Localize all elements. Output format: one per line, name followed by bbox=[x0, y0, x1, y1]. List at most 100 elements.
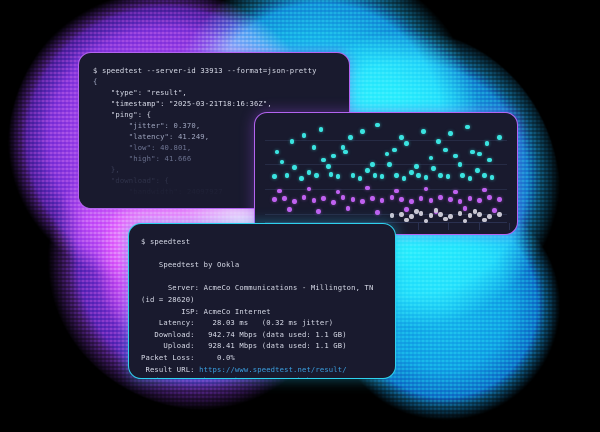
chart-dot-download bbox=[321, 157, 326, 163]
chart-dot-download bbox=[457, 161, 463, 167]
chart-gridline bbox=[265, 213, 507, 215]
chart-dot-download bbox=[372, 173, 378, 178]
result-terminal-window[interactable]: $ speedtest Speedtest by Ookla Server: A… bbox=[128, 223, 396, 379]
chart-dot-upload bbox=[448, 196, 453, 202]
chart-dot-ping bbox=[462, 218, 468, 224]
json-command-text: speedtest --server-id 33913 --format=jso… bbox=[101, 66, 317, 75]
chart-dot-upload bbox=[496, 196, 502, 202]
chart-dot-download bbox=[384, 151, 390, 157]
json-line-4: "jitter": 0.370, bbox=[93, 121, 201, 130]
chart-dot-download bbox=[331, 153, 336, 159]
chart-dot-upload bbox=[277, 188, 282, 194]
chart-dot-download bbox=[394, 173, 400, 178]
chart-dot-upload bbox=[457, 199, 463, 204]
chart-dot-ping bbox=[472, 209, 478, 214]
chart-dot-ping bbox=[433, 208, 439, 213]
chart-dot-download bbox=[313, 173, 319, 178]
result-url-link[interactable]: https://www.speedtest.net/result/ bbox=[199, 364, 347, 374]
chart-dot-upload bbox=[409, 199, 414, 204]
chart-dot-upload bbox=[404, 207, 409, 212]
chart-dot-download bbox=[474, 168, 480, 173]
speedtest-dot-chart bbox=[255, 113, 517, 234]
chart-dot-ping bbox=[389, 213, 395, 219]
result-url-label: Result URL: bbox=[141, 364, 200, 374]
chart-dot-download bbox=[365, 168, 370, 173]
chart-dot-download bbox=[374, 122, 380, 128]
chart-x-tick bbox=[509, 223, 510, 230]
chart-dot-upload bbox=[350, 196, 356, 202]
json-line-2: "timestamp": "2025-03-21T18:16:36Z", bbox=[93, 99, 272, 108]
chart-dot-download bbox=[274, 149, 280, 155]
chart-dot-download bbox=[360, 129, 365, 134]
chart-dot-upload bbox=[335, 189, 341, 195]
chart-dot-upload bbox=[492, 208, 497, 213]
chart-dot-download bbox=[453, 153, 458, 159]
chart-dot-download bbox=[401, 176, 407, 181]
chart-dot-download bbox=[435, 139, 441, 144]
chart-dot-upload bbox=[394, 188, 400, 194]
chart-dot-download bbox=[423, 175, 429, 180]
chart-dot-download bbox=[416, 173, 421, 178]
chart-dot-ping bbox=[438, 212, 443, 218]
chart-dot-ping bbox=[418, 211, 424, 216]
chart-dot-ping bbox=[467, 213, 473, 219]
chart-terminal-window[interactable] bbox=[254, 112, 518, 235]
chart-dot-upload bbox=[370, 195, 375, 201]
chart-dot-upload bbox=[316, 209, 321, 214]
chart-dot-upload bbox=[360, 199, 365, 204]
chart-dot-ping bbox=[399, 212, 404, 218]
chart-dot-ping bbox=[413, 209, 419, 214]
json-line-6: "low": 40.801, bbox=[93, 143, 192, 152]
chart-dot-upload bbox=[428, 198, 434, 203]
chart-x-tick bbox=[478, 223, 480, 230]
chart-dot-download bbox=[496, 135, 502, 140]
chart-dot-download bbox=[409, 170, 414, 175]
chart-dot-download bbox=[470, 149, 475, 155]
chart-dot-download bbox=[272, 174, 278, 179]
chart-dot-upload bbox=[321, 195, 326, 201]
chart-dot-download bbox=[448, 131, 453, 136]
chart-dot-download bbox=[465, 124, 470, 130]
chart-dot-upload bbox=[345, 206, 351, 211]
chart-dot-download bbox=[335, 174, 341, 179]
chart-dot-download bbox=[289, 139, 295, 144]
chart-dot-upload bbox=[462, 206, 468, 211]
chart-dot-download bbox=[445, 174, 451, 179]
chart-dot-download bbox=[484, 141, 490, 146]
chart-dot-upload bbox=[374, 210, 380, 215]
chart-dot-upload bbox=[287, 207, 292, 212]
result-url-link-cont[interactable]: c/2d74ee56-a79b-4469-ba21-0cecc92c8bcb bbox=[141, 376, 311, 378]
chart-dot-download bbox=[387, 161, 392, 167]
chart-dot-ping bbox=[496, 212, 502, 218]
chart-dot-upload bbox=[477, 198, 482, 203]
chart-dot-download bbox=[326, 164, 331, 169]
chart-dot-download bbox=[443, 147, 448, 153]
result-text-block: $ speedtest Speedtest by Ookla Server: A… bbox=[141, 237, 374, 362]
chart-gridline bbox=[265, 164, 507, 166]
chart-gridline bbox=[265, 188, 507, 190]
chart-dot-download bbox=[392, 147, 397, 153]
json-line-3: "ping": { bbox=[93, 110, 152, 119]
chart-dot-download bbox=[438, 173, 443, 178]
json-line-1: "type": "result", bbox=[93, 88, 187, 97]
chart-dot-ping bbox=[423, 218, 429, 224]
chart-x-tick bbox=[448, 223, 449, 230]
chart-dot-download bbox=[348, 135, 353, 140]
chart-x-axis bbox=[265, 222, 507, 223]
chart-dot-download bbox=[318, 126, 324, 132]
chart-dot-download bbox=[413, 164, 419, 169]
chart-dot-upload bbox=[365, 185, 370, 191]
chart-dot-ping bbox=[477, 212, 482, 218]
chart-dot-download bbox=[350, 173, 356, 178]
chart-dot-upload bbox=[340, 194, 346, 200]
chart-dot-ping bbox=[404, 217, 409, 223]
chart-dot-upload bbox=[438, 194, 443, 200]
chart-dot-ping bbox=[409, 214, 414, 220]
chart-dot-download bbox=[311, 145, 317, 151]
chart-dot-upload bbox=[423, 186, 429, 192]
chart-dot-download bbox=[370, 161, 375, 167]
chart-gridline bbox=[265, 139, 507, 141]
chart-dot-download bbox=[279, 159, 285, 165]
json-prompt-line: $ speedtest --server-id 33913 --format=j… bbox=[93, 66, 317, 75]
